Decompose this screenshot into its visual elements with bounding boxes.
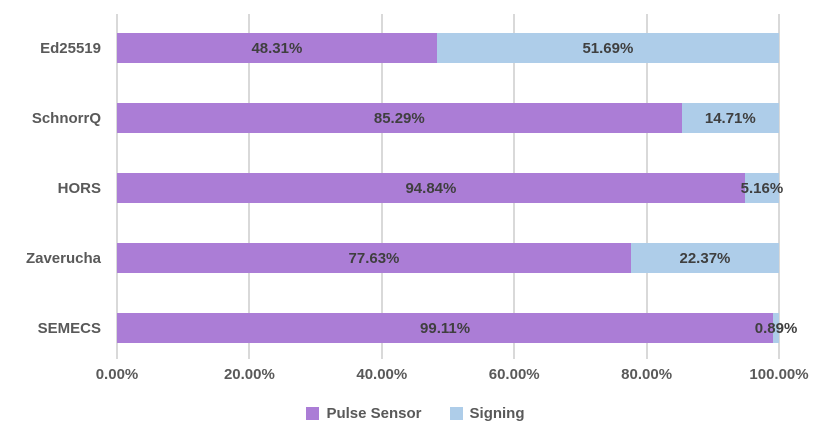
bar-segment-pulse-sensor: 48.31% <box>117 33 437 63</box>
category-label: SchnorrQ <box>31 109 101 127</box>
x-tick-label: 20.00% <box>223 366 275 383</box>
data-label: 94.84% <box>405 179 457 197</box>
x-tick-label: 80.00% <box>621 366 673 383</box>
gridline <box>778 14 780 359</box>
bar-segment-signing: 22.37% <box>630 243 779 273</box>
category-label: Ed25519 <box>40 39 101 57</box>
bar-row: 85.29% 14.71% <box>117 103 779 133</box>
data-label: 99.11% <box>420 319 471 337</box>
bar-segment-pulse-sensor: 85.29% <box>117 103 682 133</box>
legend-label: Pulse Sensor <box>326 405 422 422</box>
bar-segment-pulse-sensor: 77.63% <box>117 243 631 273</box>
data-label: 51.69% <box>582 39 634 57</box>
bar-row: 99.11% 0.89% <box>117 313 797 343</box>
bar-segment-signing: 0.89% <box>755 313 797 343</box>
x-tick-label: 100.00% <box>749 366 809 383</box>
legend-item: Pulse Sensor <box>306 405 422 422</box>
data-label: 22.37% <box>679 249 731 267</box>
category-label: SEMECS <box>37 319 101 337</box>
x-tick-label: 40.00% <box>356 366 408 383</box>
bar-segment-signing: 5.16% <box>741 173 783 203</box>
legend-swatch-icon <box>306 407 320 420</box>
plot-area: 48.31% 51.69% 85.29% 14.71% 94.84% 5.16% 77.63… <box>116 14 797 359</box>
bar-row: 94.84% 5.16% <box>117 173 783 203</box>
legend-label: Signing <box>469 405 525 422</box>
bar-segment-signing: 14.71% <box>681 103 779 133</box>
x-tick-label: 0.00% <box>95 366 139 383</box>
legend-swatch-icon <box>449 407 463 420</box>
legend-item: Signing <box>449 405 525 422</box>
category-label: HORS <box>57 179 101 197</box>
data-label: 14.71% <box>704 109 756 127</box>
data-label: 48.31% <box>251 39 303 57</box>
data-label: 85.29% <box>373 109 425 127</box>
category-label: Zaverucha <box>25 249 101 267</box>
legend: Pulse Sensor Signing <box>0 405 831 422</box>
bar-segment-pulse-sensor: 99.11% <box>117 313 774 343</box>
bar-row: 48.31% 51.69% <box>117 33 779 63</box>
bar-row: 77.63% 22.37% <box>117 243 779 273</box>
data-label: 0.89% <box>754 319 798 337</box>
data-label: 77.63% <box>348 249 400 267</box>
x-tick-label: 60.00% <box>488 366 540 383</box>
bar-segment-pulse-sensor: 94.84% <box>117 173 745 203</box>
data-label: 5.16% <box>740 179 784 197</box>
bar-segment-signing: 51.69% <box>436 33 779 63</box>
